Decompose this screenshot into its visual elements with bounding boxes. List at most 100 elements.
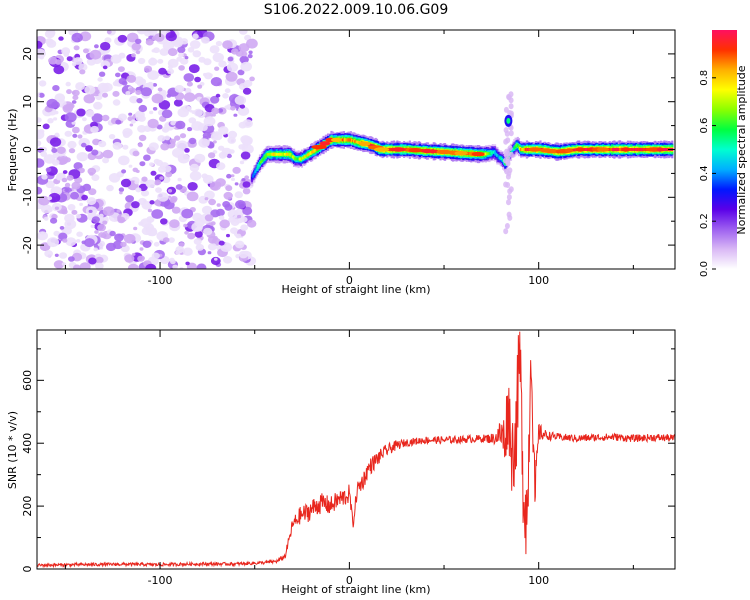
noise-blob	[194, 153, 206, 163]
noise-blob	[85, 110, 95, 118]
noise-blob	[37, 93, 40, 98]
noise-blob	[143, 65, 153, 73]
noise-blob	[239, 30, 248, 35]
ridge-cell	[356, 140, 359, 144]
noise-blob	[188, 137, 197, 145]
noise-blob	[219, 219, 230, 229]
ridge-cell	[283, 153, 287, 156]
ridge-cell	[269, 152, 272, 156]
noise-blob	[135, 38, 142, 44]
noise-blob	[189, 163, 200, 172]
noise-blob	[112, 240, 124, 250]
ridge-cell	[261, 158, 264, 163]
noise-blob	[222, 93, 229, 99]
ridge-cell	[513, 146, 516, 150]
noise-blob	[92, 138, 101, 146]
ridge-cell	[268, 153, 271, 156]
noise-blob	[106, 30, 112, 35]
ridge-cell	[516, 144, 519, 148]
ridge-cell	[253, 172, 256, 176]
ridge-cell	[619, 148, 622, 151]
ridge-cell	[491, 151, 494, 154]
noise-blob	[55, 174, 63, 181]
noise-blob	[226, 153, 232, 159]
noise-blob	[93, 247, 98, 252]
ridge-cell	[294, 157, 297, 161]
colorbar-tick-label: 0.4	[699, 165, 710, 181]
ridge-cell	[281, 152, 284, 156]
spike-blob	[505, 150, 511, 157]
noise-blob	[172, 264, 178, 269]
noise-blob	[135, 187, 142, 193]
noise-blob	[60, 157, 66, 162]
noise-blob	[118, 155, 130, 166]
noise-blob	[55, 59, 62, 65]
noise-blob	[242, 206, 253, 216]
noise-blob	[183, 73, 195, 82]
ridge-cell	[630, 148, 633, 151]
noise-blob	[154, 200, 161, 206]
ridge-cell	[495, 152, 498, 156]
ridge-cell	[298, 157, 301, 161]
noise-blob	[140, 218, 152, 228]
snr-axes: -100 0 100 0 200 400 600	[21, 330, 675, 587]
ridge-peak	[331, 137, 342, 143]
noise-blob	[71, 32, 83, 43]
noise-blob	[147, 118, 159, 129]
ridge-peak	[358, 141, 371, 146]
noise-blob	[189, 40, 201, 49]
noise-blob	[247, 219, 257, 228]
noise-blob	[158, 100, 171, 110]
noise-blob	[127, 263, 139, 269]
noise-blob	[157, 135, 166, 142]
noise-blob	[98, 232, 105, 238]
noise-blob	[234, 191, 243, 199]
noise-blob	[241, 178, 246, 182]
noise-blob	[66, 89, 72, 95]
noise-blob	[213, 140, 217, 144]
ridge-cell	[273, 152, 276, 156]
noise-blob	[213, 132, 223, 141]
spectrogram-heatmap	[37, 30, 674, 269]
noise-blob	[98, 140, 107, 148]
spike-blob	[508, 186, 514, 193]
noise-blob	[137, 125, 147, 133]
noise-blob	[75, 213, 82, 219]
noise-blob	[209, 45, 220, 54]
noise-blob	[214, 257, 218, 261]
noise-blob	[194, 217, 205, 227]
ridge-cell	[522, 148, 525, 151]
noise-blob	[238, 250, 249, 259]
noise-blob	[93, 101, 103, 110]
spectrogram-xtick-label: -100	[148, 274, 173, 287]
noise-blob	[227, 56, 234, 62]
ridge-cell	[634, 148, 638, 151]
noise-blob	[154, 33, 165, 42]
noise-blob	[226, 62, 239, 72]
noise-blob	[53, 260, 65, 269]
noise-blob	[48, 192, 61, 203]
noise-blob	[193, 238, 202, 245]
ridge-cell	[639, 147, 642, 152]
noise-blob	[147, 70, 160, 80]
noise-blob	[44, 30, 55, 39]
noise-blob	[102, 206, 115, 216]
noise-blob	[79, 202, 83, 206]
noise-blob	[135, 114, 144, 122]
noise-blob	[227, 130, 238, 139]
ridge-cell	[573, 148, 576, 152]
noise-blob	[184, 148, 190, 153]
ridge-peak	[545, 149, 559, 154]
noise-blob	[151, 252, 160, 260]
colorbar-ticks: 0.0 0.2 0.4 0.6 0.8	[699, 70, 716, 277]
noise-blob	[109, 230, 116, 237]
noise-blob	[176, 140, 189, 151]
ridge-cell	[313, 149, 316, 153]
spike-blob	[507, 145, 513, 152]
noise-blob	[101, 114, 110, 122]
noise-blob	[237, 214, 242, 219]
noise-blob	[184, 230, 189, 235]
snr-line	[37, 331, 675, 569]
snr-frame	[36, 329, 676, 570]
noise-blob	[191, 121, 204, 131]
